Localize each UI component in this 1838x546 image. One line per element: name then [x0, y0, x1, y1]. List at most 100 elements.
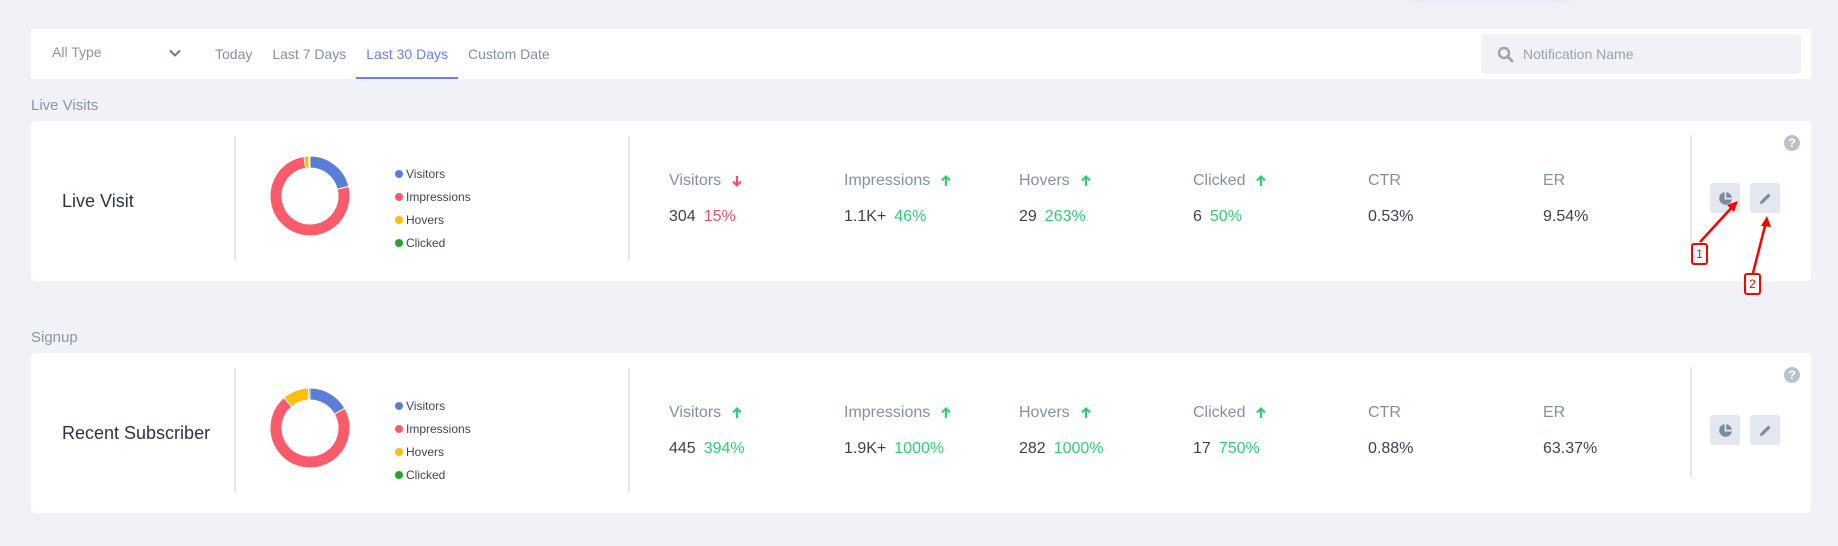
- type-select-value: All Type: [52, 44, 102, 60]
- metric-label: Clicked: [1193, 172, 1246, 189]
- metric-label: Hovers: [1019, 172, 1070, 189]
- metric-value: 1.1K+: [844, 208, 887, 225]
- donut-chart: [269, 155, 351, 237]
- metric-hovers: Hovers 282 1000%: [1019, 403, 1104, 459]
- search-box: [1481, 34, 1801, 74]
- view-stats-button[interactable]: [1710, 415, 1740, 445]
- legend-label: Hovers: [406, 444, 445, 459]
- metric-label: CTR: [1368, 404, 1401, 421]
- pencil-icon: [1759, 192, 1771, 204]
- divider: [1690, 367, 1692, 477]
- type-select[interactable]: All Type: [52, 29, 182, 79]
- notification-name-search-input[interactable]: [1523, 46, 1793, 62]
- metric-impressions: Impressions 1.1K+ 46%: [844, 171, 953, 227]
- annotation-label-2: 2: [1744, 273, 1761, 295]
- metric-change: 394%: [703, 440, 745, 457]
- donut-slice-impressions: [269, 396, 351, 469]
- legend-item-hovers: Hovers: [395, 208, 471, 231]
- metric-change: 1000%: [894, 440, 945, 457]
- metric-value: 6: [1193, 208, 1202, 225]
- chart-legend: Visitors Impressions Hovers Clicked: [395, 162, 471, 254]
- metric-value: 304: [669, 208, 696, 225]
- arrow-up-icon: [1080, 406, 1091, 418]
- legend-item-clicked: Clicked: [395, 463, 471, 486]
- metric-change: 46%: [894, 208, 927, 225]
- metric-label: ER: [1543, 172, 1566, 189]
- metric-clicked: Clicked 17 750%: [1193, 403, 1268, 459]
- metric-hovers: Hovers 29 263%: [1019, 171, 1093, 227]
- arrow-up-icon: [732, 406, 742, 418]
- metric-label: Impressions: [844, 404, 931, 421]
- arrow-down-icon: [732, 176, 742, 188]
- donut-slice-clicked: [307, 387, 311, 401]
- annotation-label-1: 1: [1691, 243, 1708, 265]
- arrow-up-icon: [941, 406, 952, 418]
- metric-label: Hovers: [1019, 404, 1070, 421]
- legend-dot-hovers: [395, 215, 403, 224]
- legend-item-clicked: Clicked: [395, 231, 471, 254]
- metric-label: CTR: [1368, 172, 1401, 189]
- metric-value: 17: [1193, 440, 1211, 457]
- legend-label: Hovers: [406, 212, 445, 227]
- metric-change: 15%: [703, 208, 736, 225]
- metric-label: Clicked: [1193, 404, 1246, 421]
- metric-change: 750%: [1218, 440, 1260, 457]
- notification-card-recent-subscriber: Recent Subscriber Visitors Impressions H…: [31, 353, 1811, 513]
- metric-ctr: CTR 0.53%: [1368, 171, 1413, 227]
- metric-er: ER 9.54%: [1543, 171, 1588, 227]
- pencil-icon: [1759, 424, 1771, 436]
- legend-dot-clicked: [395, 238, 403, 247]
- metric-change: 263%: [1044, 208, 1086, 225]
- pie-chart-icon: [1718, 423, 1732, 437]
- date-range-tabs: Today Last 7 Days Last 30 Days Custom Da…: [205, 29, 560, 79]
- notification-name: Live Visit: [62, 190, 134, 211]
- help-icon[interactable]: ?: [1784, 367, 1800, 383]
- metric-change: 50%: [1209, 208, 1242, 225]
- edit-button[interactable]: [1750, 183, 1780, 213]
- notification-card-live-visit: Live Visit Visitors Impressions Hovers C…: [31, 121, 1811, 281]
- metric-label: ER: [1543, 404, 1566, 421]
- edit-button[interactable]: [1750, 415, 1780, 445]
- metric-value: 63.37%: [1543, 440, 1598, 457]
- divider: [234, 137, 236, 260]
- legend-label: Visitors: [406, 166, 446, 181]
- metric-value: 29: [1019, 208, 1037, 225]
- donut-chart: [269, 387, 351, 469]
- divider: [628, 137, 630, 260]
- metric-impressions: Impressions 1.9K+ 1000%: [844, 403, 953, 459]
- legend-item-impressions: Impressions: [395, 417, 471, 440]
- legend-dot-clicked: [395, 470, 403, 479]
- chart-legend: Visitors Impressions Hovers Clicked: [395, 394, 471, 486]
- legend-dot-visitors: [395, 401, 403, 410]
- arrow-up-icon: [1256, 174, 1267, 186]
- legend-item-visitors: Visitors: [395, 394, 471, 417]
- metric-value: 445: [669, 440, 696, 457]
- pie-chart-icon: [1718, 191, 1732, 205]
- filter-bar: All Type Today Last 7 Days Last 30 Days …: [31, 29, 1811, 79]
- legend-item-visitors: Visitors: [395, 162, 471, 185]
- view-stats-button[interactable]: [1710, 183, 1740, 213]
- metric-value: 0.88%: [1368, 440, 1414, 457]
- arrow-up-icon: [941, 174, 952, 186]
- metric-label: Impressions: [844, 172, 931, 189]
- help-icon[interactable]: ?: [1784, 135, 1800, 151]
- arrow-up-icon: [1256, 406, 1267, 418]
- top-decoration: [1410, 0, 1570, 2]
- legend-item-impressions: Impressions: [395, 185, 471, 208]
- legend-label: Clicked: [406, 467, 446, 482]
- section-title-live-visits: Live Visits: [31, 97, 99, 114]
- tab-last-7-days[interactable]: Last 7 Days: [272, 46, 347, 62]
- legend-label: Clicked: [406, 235, 446, 250]
- legend-dot-visitors: [395, 169, 403, 178]
- tab-custom-date[interactable]: Custom Date: [468, 46, 550, 62]
- metric-label: Visitors: [669, 172, 722, 189]
- metric-value: 9.54%: [1543, 208, 1589, 225]
- legend-item-hovers: Hovers: [395, 440, 471, 463]
- legend-dot-hovers: [395, 447, 403, 456]
- notification-name: Recent Subscriber: [62, 422, 211, 443]
- tab-today[interactable]: Today: [215, 46, 253, 62]
- tab-last-30-days[interactable]: Last 30 Days: [356, 29, 458, 79]
- legend-label: Impressions: [406, 421, 471, 436]
- metric-label: Visitors: [669, 404, 722, 421]
- section-title-signup: Signup: [31, 329, 78, 346]
